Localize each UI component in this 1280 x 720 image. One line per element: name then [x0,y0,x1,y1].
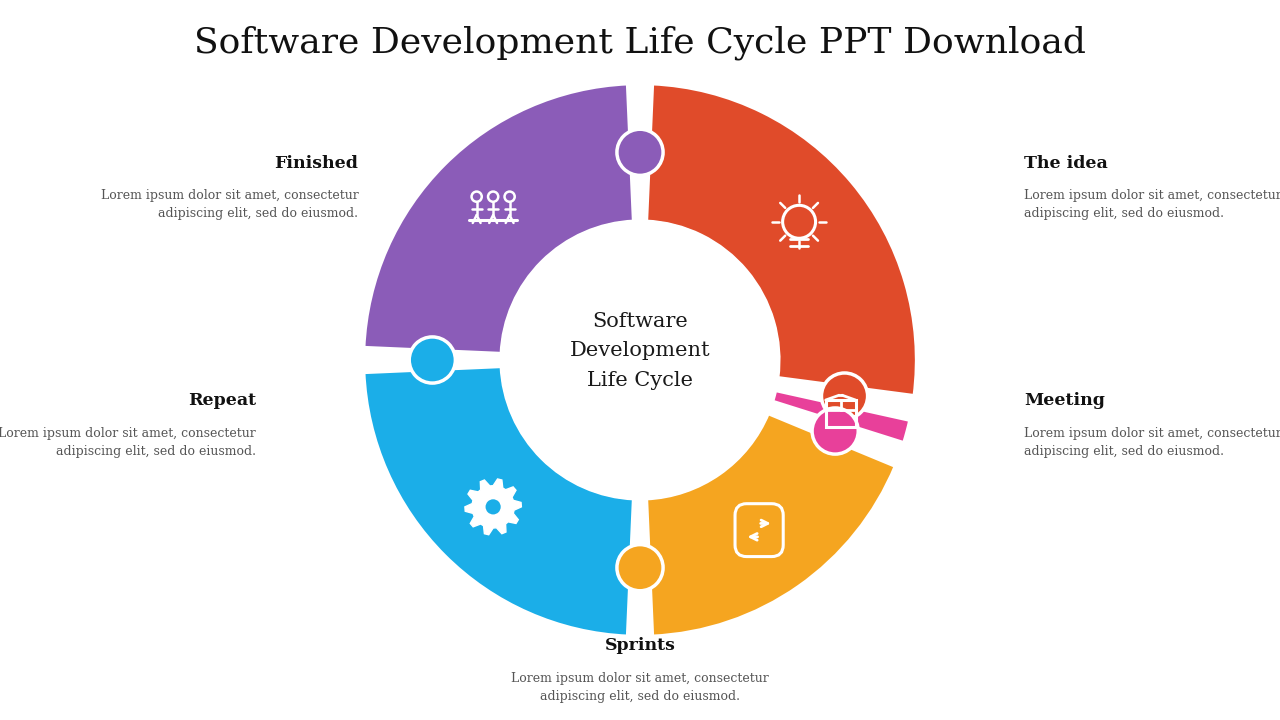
Wedge shape [772,390,910,444]
Circle shape [502,222,778,498]
Text: Software Development Life Cycle PPT Download: Software Development Life Cycle PPT Down… [195,25,1085,60]
Wedge shape [364,84,634,354]
Circle shape [485,498,502,516]
Circle shape [822,373,868,419]
Circle shape [410,337,456,383]
Wedge shape [646,84,916,396]
Text: The idea: The idea [1024,155,1107,172]
Text: Repeat: Repeat [188,392,256,410]
Wedge shape [646,413,896,636]
Text: Lorem ipsum dolor sit amet, consectetur
adipiscing elit, sed do eiusmod.: Lorem ipsum dolor sit amet, consectetur … [101,189,358,220]
Bar [826,400,855,428]
Text: Sprints: Sprints [604,637,676,654]
Text: Lorem ipsum dolor sit amet, consectetur
adipiscing elit, sed do eiusmod.: Lorem ipsum dolor sit amet, consectetur … [1024,427,1280,458]
Circle shape [812,408,859,454]
Polygon shape [465,479,521,535]
Text: Software
Development
Life Cycle: Software Development Life Cycle [570,312,710,390]
Text: Lorem ipsum dolor sit amet, consectetur
adipiscing elit, sed do eiusmod.: Lorem ipsum dolor sit amet, consectetur … [1024,189,1280,220]
Text: Finished: Finished [274,155,358,172]
Text: Lorem ipsum dolor sit amet, consectetur
adipiscing elit, sed do eiusmod.: Lorem ipsum dolor sit amet, consectetur … [511,672,769,703]
Circle shape [617,544,663,591]
Text: Meeting: Meeting [1024,392,1105,410]
Circle shape [617,129,663,176]
Text: Lorem ipsum dolor sit amet, consectetur
adipiscing elit, sed do eiusmod.: Lorem ipsum dolor sit amet, consectetur … [0,427,256,458]
Wedge shape [364,366,634,636]
